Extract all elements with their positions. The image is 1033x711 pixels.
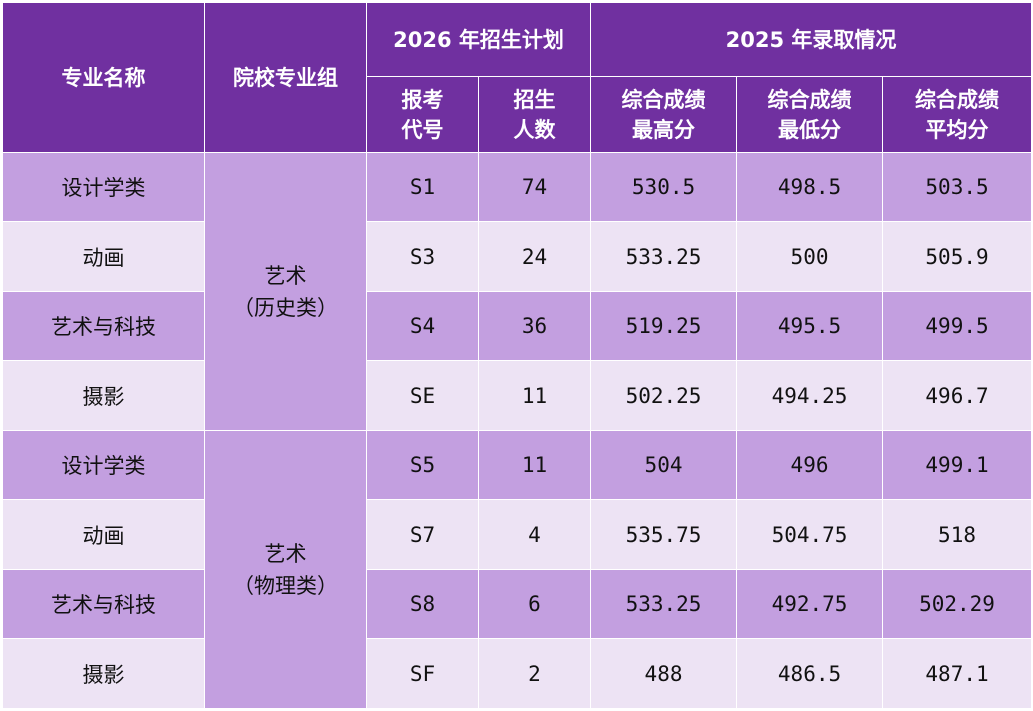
header-code-line2: 代号 xyxy=(401,117,444,142)
count-cell: 74 xyxy=(477,152,592,222)
header-major-name: 专业名称 xyxy=(2,2,205,153)
major-cell: 动画 xyxy=(2,221,205,292)
group-sub: （历史类） xyxy=(233,295,338,320)
max-cell: 502.25 xyxy=(590,360,738,431)
major-cell: 设计学类 xyxy=(2,152,205,222)
table-row: 艺术与科技 S8 6 533.25 492.75 502.29 xyxy=(2,569,1033,639)
header-min-line1: 综合成绩 xyxy=(767,87,852,112)
table-row: 动画 S7 4 535.75 504.75 518 xyxy=(2,499,1033,570)
max-cell: 504 xyxy=(590,430,738,500)
group-name: 艺术 xyxy=(264,263,307,288)
avg-cell: 518 xyxy=(882,499,1033,570)
major-cell: 艺术与科技 xyxy=(2,569,205,639)
min-cell: 504.75 xyxy=(736,499,884,570)
header-admission-2025: 2025 年录取情况 xyxy=(590,2,1033,77)
group-cell-history: 艺术 （历史类） xyxy=(204,152,367,431)
header-avg-line2: 平均分 xyxy=(925,117,989,142)
code-cell: S8 xyxy=(366,569,479,639)
avg-cell: 502.29 xyxy=(882,569,1033,639)
header-min-line2: 最低分 xyxy=(778,117,842,142)
code-cell: SF xyxy=(366,638,479,709)
header-count-line2: 人数 xyxy=(513,117,556,142)
avg-cell: 499.5 xyxy=(882,291,1033,361)
table-row: 摄影 SF 2 488 486.5 487.1 xyxy=(2,638,1033,709)
count-cell: 24 xyxy=(477,221,592,292)
code-cell: S1 xyxy=(366,152,479,222)
header-count: 招生 人数 xyxy=(477,76,592,153)
count-cell: 2 xyxy=(477,638,592,709)
table-row: 摄影 SE 11 502.25 494.25 496.7 xyxy=(2,360,1033,431)
code-cell: S3 xyxy=(366,221,479,292)
group-cell-physics: 艺术 （物理类） xyxy=(204,430,367,709)
avg-cell: 499.1 xyxy=(882,430,1033,500)
avg-cell: 505.9 xyxy=(882,221,1033,292)
min-cell: 492.75 xyxy=(736,569,884,639)
table-row: 设计学类 艺术 （历史类） S1 74 530.5 498.5 503.5 xyxy=(2,152,1033,431)
header-group: 院校专业组 xyxy=(204,2,367,153)
group-sub: （物理类） xyxy=(233,573,338,598)
table-row: 设计学类 艺术 （物理类） S5 11 504 496 499.1 xyxy=(2,430,1033,709)
header-avg: 综合成绩 平均分 xyxy=(882,76,1033,153)
header-max: 综合成绩 最高分 xyxy=(590,76,738,153)
code-cell: S7 xyxy=(366,499,479,570)
header-count-line1: 招生 xyxy=(513,87,556,112)
min-cell: 500 xyxy=(736,221,884,292)
min-cell: 496 xyxy=(736,430,884,500)
avg-cell: 496.7 xyxy=(882,360,1033,431)
major-cell: 艺术与科技 xyxy=(2,291,205,361)
max-cell: 533.25 xyxy=(590,221,738,292)
table-row: 动画 S3 24 533.25 500 505.9 xyxy=(2,221,1033,292)
code-cell: S5 xyxy=(366,430,479,500)
avg-cell: 503.5 xyxy=(882,152,1033,222)
major-cell: 设计学类 xyxy=(2,430,205,500)
header-min: 综合成绩 最低分 xyxy=(736,76,884,153)
header-code-line1: 报考 xyxy=(401,87,444,112)
count-cell: 11 xyxy=(477,360,592,431)
avg-cell: 487.1 xyxy=(882,638,1033,709)
code-cell: S4 xyxy=(366,291,479,361)
code-cell: SE xyxy=(366,360,479,431)
header-plan-2026: 2026 年招生计划 xyxy=(365,2,592,77)
header-max-line2: 最高分 xyxy=(632,117,696,142)
min-cell: 494.25 xyxy=(736,360,884,431)
max-cell: 488 xyxy=(590,638,738,709)
group-name: 艺术 xyxy=(264,541,307,566)
header-max-line1: 综合成绩 xyxy=(621,87,706,112)
min-cell: 498.5 xyxy=(736,152,884,222)
major-cell: 摄影 xyxy=(2,638,205,709)
min-cell: 495.5 xyxy=(736,291,884,361)
count-cell: 4 xyxy=(477,499,592,570)
count-cell: 11 xyxy=(477,430,592,500)
major-cell: 动画 xyxy=(2,499,205,570)
major-cell: 摄影 xyxy=(2,360,205,431)
max-cell: 535.75 xyxy=(590,499,738,570)
table-row: 艺术与科技 S4 36 519.25 495.5 499.5 xyxy=(2,291,1033,361)
count-cell: 36 xyxy=(477,291,592,361)
count-cell: 6 xyxy=(477,569,592,639)
max-cell: 533.25 xyxy=(590,569,738,639)
header-avg-line1: 综合成绩 xyxy=(915,87,1000,112)
min-cell: 486.5 xyxy=(736,638,884,709)
header-code: 报考 代号 xyxy=(366,76,479,153)
max-cell: 530.5 xyxy=(590,152,738,222)
max-cell: 519.25 xyxy=(590,291,738,361)
